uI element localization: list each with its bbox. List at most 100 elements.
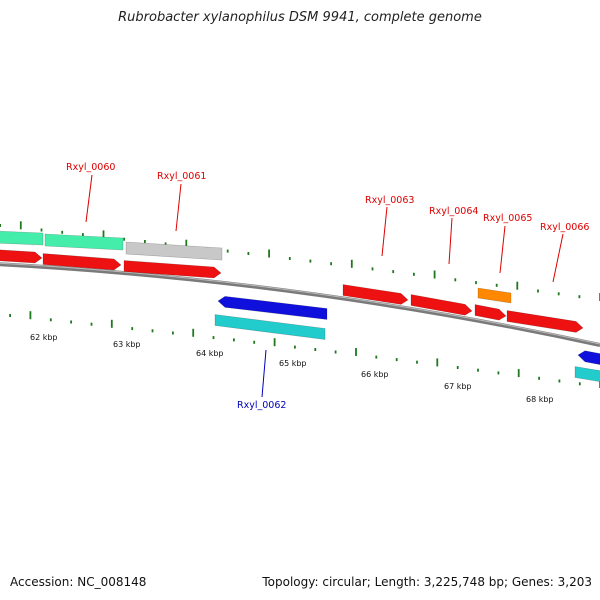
cds-green-b-outline — [44, 233, 124, 251]
minor-tick — [233, 338, 235, 342]
scale-label: 62 kbp — [30, 333, 58, 342]
cds-red-b-outline — [42, 253, 122, 271]
cds-red-d[interactable] — [474, 304, 507, 321]
accession-text: Accession: NC_008148 — [10, 575, 147, 589]
major-tick — [436, 358, 439, 367]
minor-tick — [294, 345, 296, 349]
minor-tick — [144, 240, 146, 243]
major-tick — [433, 270, 436, 279]
cds-gray-rxyl-0061[interactable] — [125, 241, 223, 261]
gene-label-rxyl-0062[interactable]: Rxyl_0062 — [237, 400, 286, 411]
cds-rxyl-0066[interactable] — [506, 310, 584, 333]
cds-gray-rxyl-0061-outline — [125, 241, 223, 261]
cds-red-a[interactable] — [0, 249, 43, 264]
minor-tick — [82, 233, 84, 237]
scale-label: 63 kbp — [113, 340, 141, 349]
cds-blue-b-outline — [577, 350, 600, 365]
cds-cyan-b-outline — [574, 366, 600, 382]
gene-label-rxyl-0064[interactable]: Rxyl_0064 — [429, 206, 478, 217]
cds-red-b[interactable] — [42, 253, 122, 271]
cds-cyan-b[interactable] — [574, 366, 600, 383]
cds-red-c-outline — [123, 260, 222, 279]
cds-rxyl-0063-body[interactable] — [343, 284, 408, 305]
minor-tick — [334, 350, 337, 354]
cds-blue-b[interactable] — [577, 350, 600, 366]
scale-label: 66 kbp — [361, 370, 389, 379]
backbone-highlight — [0, 262, 600, 345]
cds-blue-b-body[interactable] — [578, 350, 600, 366]
cds-blue-rxyl-0062[interactable] — [217, 296, 328, 320]
genome-backbone — [0, 262, 600, 347]
minor-tick — [309, 259, 312, 263]
cds-rxyl-0065-body[interactable] — [478, 288, 511, 303]
minor-tick — [392, 270, 395, 274]
cds-green-b[interactable] — [44, 233, 124, 251]
cds-cyan-a-body[interactable] — [215, 314, 325, 340]
cds-cyan-a[interactable] — [214, 314, 326, 340]
minor-tick — [497, 371, 500, 375]
cds-cyan-b-body[interactable] — [575, 366, 600, 383]
cds-rxyl-0064-outline — [410, 294, 473, 316]
minor-tick — [61, 230, 64, 234]
gene-label-rxyl-0063[interactable]: Rxyl_0063 — [365, 195, 414, 206]
minor-tick — [314, 348, 317, 351]
cds-red-a-body[interactable] — [0, 249, 42, 264]
cds-rxyl-0065[interactable] — [477, 287, 512, 304]
gene-label-rxyl-0060[interactable]: Rxyl_0060 — [66, 162, 115, 173]
minor-tick — [375, 355, 378, 359]
cds-rxyl-0064-body[interactable] — [411, 294, 472, 316]
minor-tick — [558, 379, 561, 383]
cds-rxyl-0066-body[interactable] — [507, 310, 583, 333]
minor-tick — [475, 281, 477, 285]
cds-green-b-body[interactable] — [45, 234, 123, 250]
gene-label-rxyl-0065[interactable]: Rxyl_0065 — [483, 213, 532, 224]
cds-red-b-body[interactable] — [43, 253, 121, 270]
cds-red-c-body[interactable] — [124, 260, 221, 278]
major-tick — [273, 338, 276, 347]
major-tick — [29, 311, 32, 320]
major-tick — [192, 328, 195, 337]
major-tick — [517, 369, 520, 378]
minor-tick — [288, 257, 291, 260]
leader-rxyl-0063 — [381, 206, 388, 257]
leader-rxyl-0064 — [448, 217, 453, 265]
minor-tick — [90, 322, 93, 326]
cds-rxyl-0063[interactable] — [342, 284, 409, 305]
minor-tick — [172, 331, 174, 335]
major-tick — [19, 221, 22, 230]
scale-label: 68 kbp — [526, 395, 554, 404]
minor-tick — [212, 336, 215, 340]
leader-rxyl-0062 — [261, 349, 267, 398]
cds-green-a[interactable] — [0, 230, 44, 246]
cds-rxyl-0065-outline — [477, 287, 512, 304]
major-tick — [110, 319, 113, 328]
gene-label-rxyl-0061[interactable]: Rxyl_0061 — [157, 171, 206, 182]
minor-tick — [395, 358, 398, 362]
minor-tick — [9, 314, 11, 317]
minor-tick — [151, 329, 154, 333]
leader-rxyl-0060 — [85, 174, 93, 223]
cds-red-d-body[interactable] — [475, 304, 506, 321]
major-tick — [355, 348, 357, 356]
minor-tick — [49, 318, 52, 322]
minor-tick — [578, 295, 581, 299]
cds-red-d-outline — [474, 304, 507, 321]
gene-labels: Rxyl_0060 Rxyl_0061 Rxyl_0062 Rxyl_0063 … — [66, 162, 589, 411]
lower-tick-track — [9, 311, 600, 388]
scale-label: 65 kbp — [279, 359, 307, 368]
cds-rxyl-0064[interactable] — [410, 294, 473, 316]
cds-green-a-body[interactable] — [0, 231, 43, 245]
cds-blue-rxyl-0062-body[interactable] — [218, 296, 327, 320]
minor-tick — [578, 382, 581, 386]
cds-red-c[interactable] — [123, 260, 222, 279]
minor-tick — [226, 249, 229, 253]
cds-rxyl-0066-outline — [506, 310, 584, 333]
cds-gray-rxyl-0061-body[interactable] — [126, 242, 222, 260]
gene-label-rxyl-0066[interactable]: Rxyl_0066 — [540, 222, 589, 233]
minor-tick — [70, 320, 72, 324]
minor-tick — [247, 252, 250, 255]
minor-tick — [253, 340, 256, 344]
major-tick — [268, 249, 270, 258]
major-tick — [102, 230, 105, 239]
